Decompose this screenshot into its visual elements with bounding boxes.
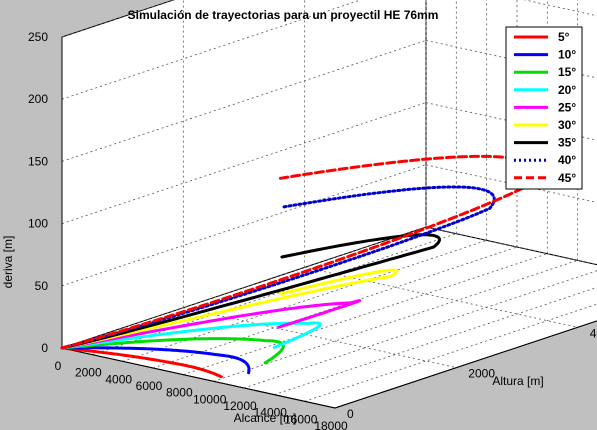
trajectory-line <box>60 346 223 379</box>
grid-line <box>61 164 427 287</box>
y-axis-line <box>334 320 597 409</box>
grid-line <box>61 226 427 349</box>
z-tick-label: 200 <box>28 92 48 106</box>
grid-line <box>425 164 597 203</box>
legend-label: 10° <box>558 48 576 62</box>
grid-lines <box>61 0 597 409</box>
x-tick-label: 8000 <box>166 386 193 400</box>
grid-line <box>304 303 597 402</box>
grid-line <box>213 259 578 382</box>
trajectory-line <box>60 321 322 350</box>
x-tick-label: 12000 <box>223 399 257 413</box>
tick-labels: 0 2000 4000 6000 8000 10000120001400016000180… <box>28 30 597 430</box>
trajectory-line <box>60 185 496 350</box>
grid-line <box>425 226 597 265</box>
trajectory-line <box>60 268 399 350</box>
x-tick-label: 10000 <box>193 392 227 406</box>
grid-line <box>243 270 597 389</box>
legend-label: 20° <box>558 83 576 97</box>
legend-label: 5° <box>558 30 570 44</box>
y-tick-label: 0 <box>347 407 354 421</box>
trajectory-line <box>60 233 441 350</box>
grid-line <box>61 102 427 224</box>
legend-label: 40° <box>558 153 576 167</box>
trajectory-line <box>60 346 251 375</box>
grid-line <box>92 233 457 356</box>
grid-line <box>425 40 597 79</box>
x-tick-label: 2000 <box>75 366 102 380</box>
legend-label: 25° <box>558 100 576 114</box>
grid-line <box>61 40 427 162</box>
z-axis-label: deriva [m] <box>1 236 15 289</box>
legend: 5° 10° 15° 20° 25° 30° 35° 40° 45° <box>505 26 583 190</box>
grid-line <box>122 239 487 362</box>
z-tick-label: 100 <box>28 217 48 231</box>
trajectory-line <box>60 337 285 365</box>
x-tick-label: 0 <box>55 359 62 373</box>
y-tick-label: 4000 <box>590 326 597 340</box>
z-tick-label: 250 <box>28 30 48 44</box>
x-tick-label: 14000 <box>254 406 288 420</box>
chart-title: Simulación de trayectorias para un proye… <box>128 8 439 22</box>
x-axis-label: Alcance [m] <box>234 411 297 425</box>
grid-line <box>183 253 548 376</box>
x-tick-label: 16000 <box>284 412 318 426</box>
grid-line <box>274 286 597 396</box>
x-tick-label: 18000 <box>314 419 348 430</box>
legend-label: 35° <box>558 136 576 150</box>
grid-line <box>425 102 597 141</box>
y-axis-label: Altura [m] <box>492 374 543 388</box>
z-tick-label: 50 <box>35 279 49 293</box>
legend-label: 45° <box>558 171 576 185</box>
grid-line <box>152 246 518 369</box>
x-tick-label: 4000 <box>105 372 132 386</box>
z-tick-label: 150 <box>28 154 48 168</box>
grid-line <box>61 0 362 100</box>
legend-label: 15° <box>558 65 576 79</box>
trajectory-series <box>60 154 539 379</box>
legend-label: 30° <box>558 118 576 132</box>
trajectory-line <box>60 299 362 350</box>
y-tick-label: 2000 <box>468 367 495 381</box>
x-axis-line <box>61 347 336 409</box>
x-tick-label: 6000 <box>136 379 163 393</box>
z-tick-label: 0 <box>41 341 48 355</box>
